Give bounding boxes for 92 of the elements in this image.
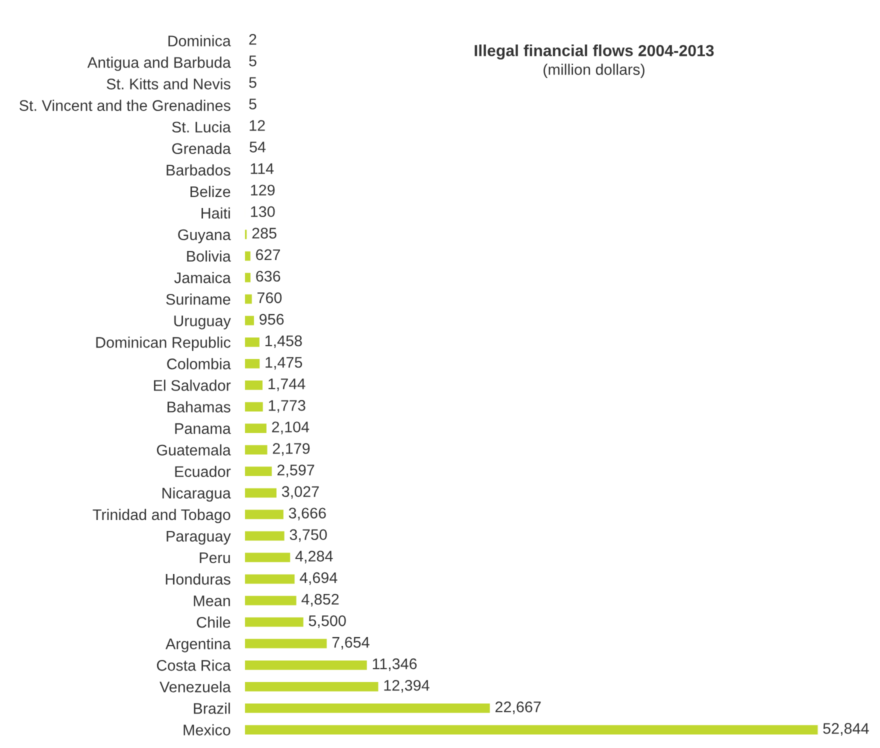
bar: [244, 400, 264, 413]
y-tick-label: Suriname: [166, 294, 230, 305]
data-label: 3,027: [282, 486, 319, 499]
data-label: 956: [260, 314, 284, 325]
bar: [244, 594, 298, 607]
y-tick-label: Argentina: [166, 638, 231, 652]
y-tick-label: Guatemala: [156, 444, 231, 456]
y-tick-label: Venezuela: [160, 681, 231, 692]
data-label: 636: [256, 270, 280, 282]
data-label: 2,104: [272, 422, 310, 434]
y-tick-label: Honduras: [166, 573, 230, 585]
bar: [244, 659, 368, 672]
data-label: 1,475: [266, 357, 302, 370]
y-tick-label: St. Kitts and Nevis: [106, 78, 230, 90]
data-label: 22,667: [495, 702, 541, 714]
bar: [244, 702, 492, 714]
bar: [244, 486, 278, 499]
y-tick-label: Mexico: [184, 724, 230, 736]
y-tick-label: Jamaica: [174, 272, 231, 284]
y-tick-label: Trinidad and Tobago: [92, 508, 230, 524]
data-label: 5: [249, 56, 256, 66]
data-label: 12,394: [384, 680, 430, 693]
text: Illegal financial flows 2004-2013: [474, 44, 714, 60]
data-label: 114: [250, 163, 274, 174]
y-tick-label: Mean: [194, 596, 230, 606]
y-tick-label: Antigua and Barbuda: [87, 56, 231, 71]
y-tick-label: Peru: [200, 552, 230, 564]
bar: [244, 228, 248, 241]
data-label: 3,750: [290, 529, 327, 542]
bar: [244, 508, 285, 520]
y-tick-label: Uruguay: [174, 316, 231, 330]
y-tick-label: Colombia: [167, 358, 231, 370]
text: (million dollars): [544, 64, 644, 78]
bar: [244, 293, 254, 306]
data-label: 285: [252, 228, 276, 239]
y-tick-label: Haiti: [202, 207, 230, 219]
y-tick-label: Bahamas: [168, 401, 230, 412]
y-tick-label: Brazil: [194, 702, 230, 714]
data-label: 4,694: [300, 572, 338, 585]
y-tick-label: Dominican Republic: [96, 336, 230, 351]
y-tick-label: Chile: [196, 616, 230, 628]
bar: [244, 379, 264, 392]
y-tick-label: Paraguay: [166, 530, 231, 545]
bar: [244, 422, 268, 434]
data-label: 2,179: [272, 443, 310, 456]
y-tick-label: Guyana: [178, 229, 231, 244]
data-label: 1,744: [268, 378, 306, 392]
data-label: 130: [251, 206, 275, 218]
bar: [244, 616, 305, 628]
data-label: 627: [256, 249, 280, 260]
data-label: 760: [258, 292, 282, 304]
data-label: 52,844: [823, 723, 869, 736]
bar: [244, 250, 252, 262]
data-label: 12: [250, 120, 265, 131]
bar: [244, 680, 380, 693]
y-tick-label: Belize: [190, 186, 230, 198]
bar: [244, 530, 286, 542]
y-tick-label: Barbados: [166, 164, 230, 176]
bar: [244, 314, 256, 327]
data-label: 2,597: [277, 464, 314, 478]
data-label: 5: [249, 98, 256, 110]
data-label: 1,773: [268, 400, 306, 413]
y-tick-label: Panama: [175, 423, 231, 434]
data-label: 129: [251, 184, 275, 196]
data-label: 1,458: [265, 335, 302, 348]
data-label: 11,346: [372, 658, 417, 672]
y-tick-label: Costa Rica: [156, 660, 231, 671]
bar: [244, 358, 262, 370]
bar: [244, 572, 296, 586]
data-label: 2: [249, 34, 256, 45]
data-label: 4,852: [302, 594, 339, 606]
data-label: 5,500: [308, 615, 346, 628]
y-tick-label: St. Vincent and the Grenadines: [20, 100, 230, 111]
data-label: 7,654: [332, 636, 370, 650]
data-label: 4,284: [295, 550, 333, 564]
y-tick-label: Bolivia: [187, 250, 231, 262]
y-tick-label: Ecuador: [175, 466, 231, 478]
bar: [244, 551, 292, 564]
bar: [244, 724, 818, 736]
y-tick-label: Nicaragua: [162, 487, 231, 502]
y-tick-label: El Salvador: [154, 380, 231, 391]
data-label: 3,666: [288, 508, 326, 520]
data-label: 5: [249, 77, 256, 88]
y-tick-label: Grenada: [172, 142, 231, 154]
bar: [244, 336, 261, 348]
data-label: 54: [250, 142, 266, 152]
bar: [244, 271, 252, 284]
y-tick-label: St. Lucia: [172, 121, 231, 133]
bar: [244, 444, 269, 456]
bar: [244, 638, 328, 650]
bar: [244, 465, 274, 478]
y-tick-label: Dominica: [168, 35, 231, 46]
